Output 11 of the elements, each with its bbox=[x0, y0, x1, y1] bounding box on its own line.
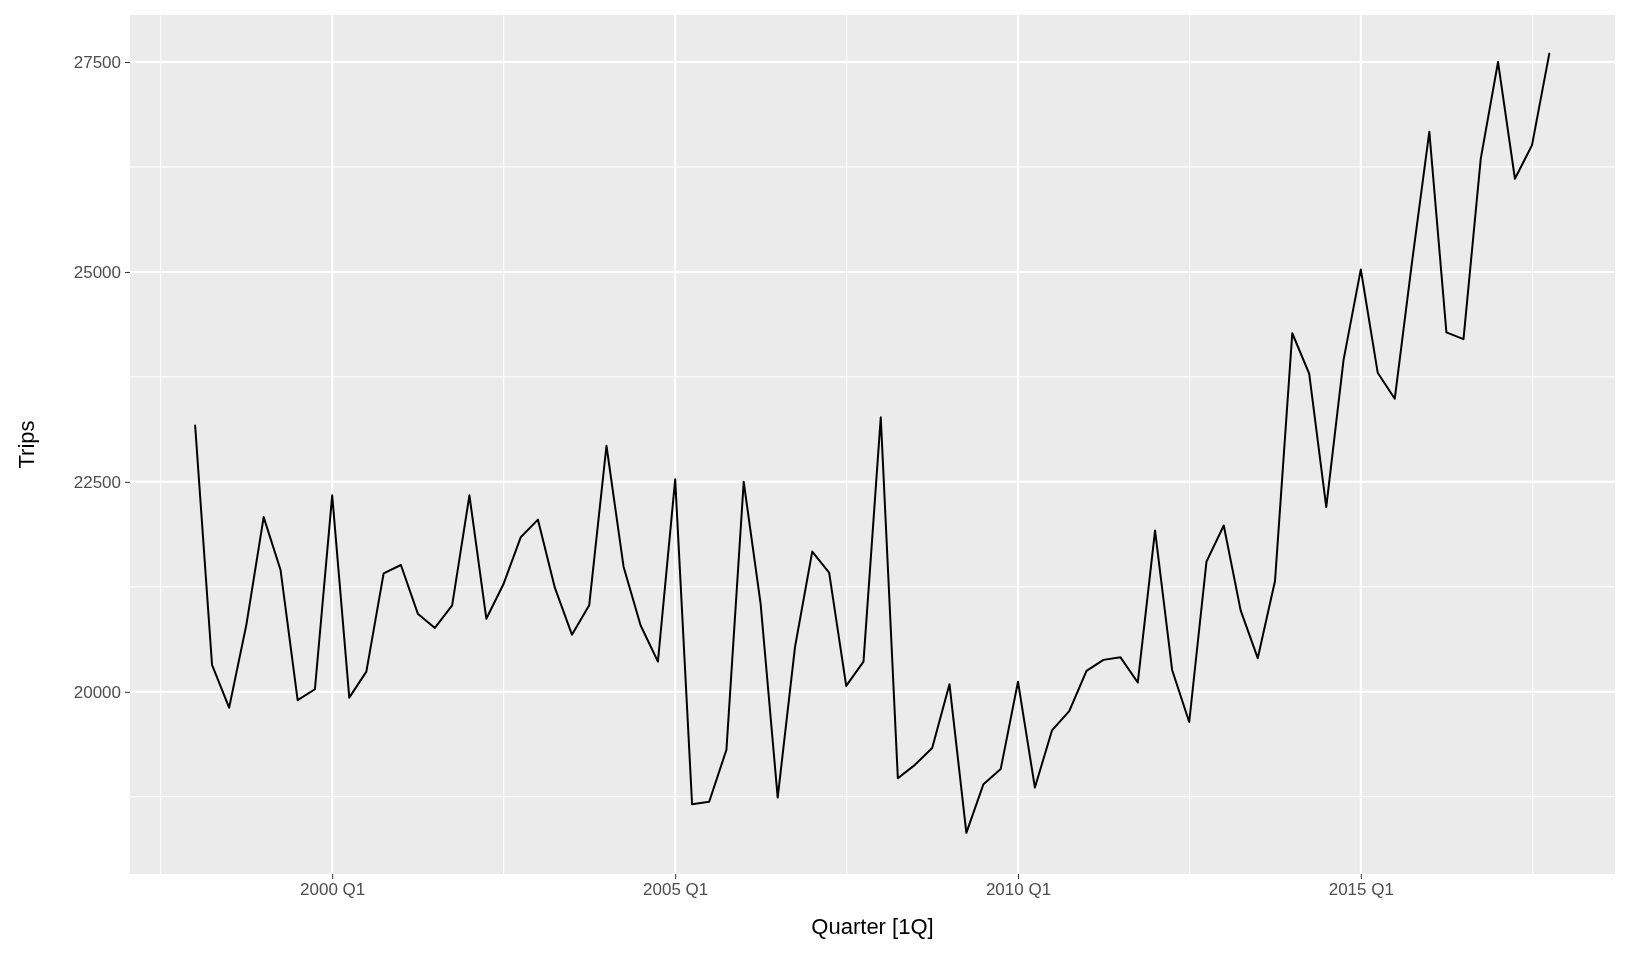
y-axis-title: Trips bbox=[14, 420, 39, 469]
y-tick-label: 27500 bbox=[73, 52, 121, 72]
y-tick-label: 22500 bbox=[73, 472, 121, 492]
x-tick-label: 2005 Q1 bbox=[643, 880, 709, 900]
x-tick-label: 2015 Q1 bbox=[1328, 880, 1394, 900]
line-series bbox=[194, 52, 1551, 834]
y-tick-label: 20000 bbox=[73, 682, 121, 702]
y-tick-label: 25000 bbox=[73, 262, 121, 282]
x-tick-label: 2000 Q1 bbox=[300, 880, 366, 900]
x-tick-label: 2010 Q1 bbox=[985, 880, 1052, 900]
x-axis-title: Quarter [1Q] bbox=[811, 914, 934, 939]
